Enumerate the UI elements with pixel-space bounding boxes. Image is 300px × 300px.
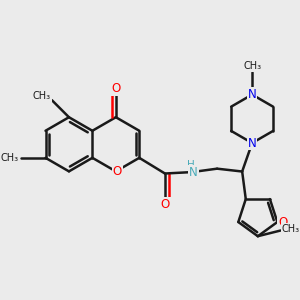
Text: CH₃: CH₃	[281, 224, 300, 234]
Text: N: N	[189, 166, 198, 178]
Text: O: O	[160, 198, 170, 212]
Text: O: O	[111, 82, 121, 95]
Text: CH₃: CH₃	[243, 61, 261, 71]
Text: N: N	[248, 136, 256, 149]
Text: CH₃: CH₃	[0, 153, 18, 163]
Text: N: N	[248, 88, 256, 101]
Text: O: O	[112, 165, 122, 178]
Text: O: O	[278, 215, 288, 229]
Text: H: H	[187, 160, 194, 170]
Text: CH₃: CH₃	[33, 91, 51, 101]
